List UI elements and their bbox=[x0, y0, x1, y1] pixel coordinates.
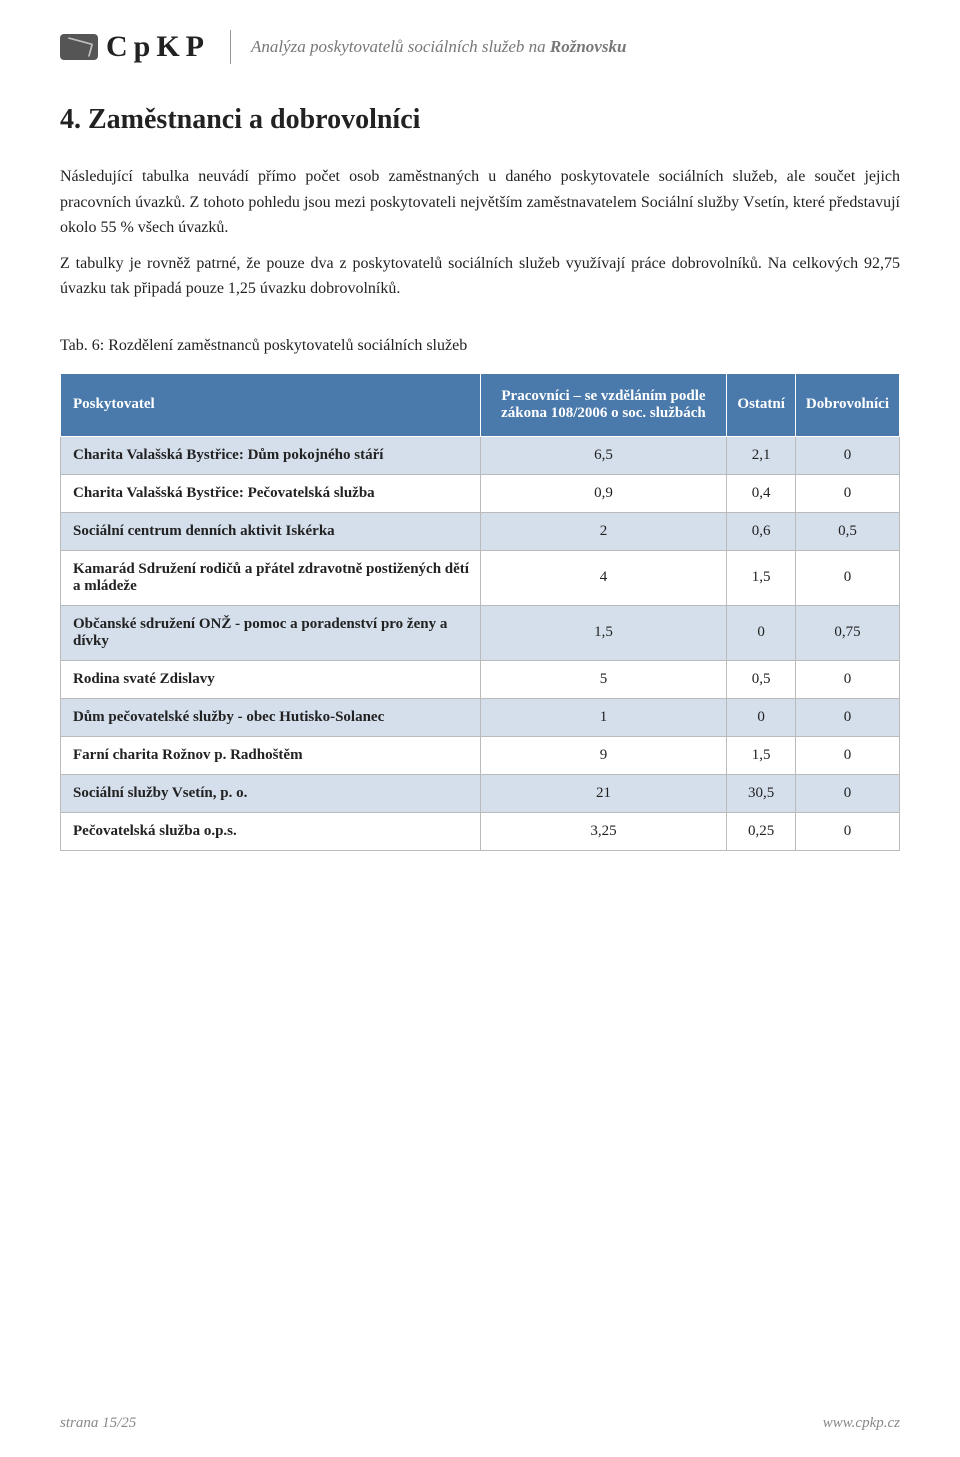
table-cell: 5 bbox=[480, 660, 727, 698]
header-title-bold: Rožnovsku bbox=[550, 37, 627, 56]
table-cell: Dům pečovatelské služby - obec Hutisko-S… bbox=[61, 698, 481, 736]
table-cell: 0 bbox=[795, 698, 899, 736]
logo-icon bbox=[60, 34, 98, 60]
table-cell: 4 bbox=[480, 550, 727, 605]
footer-page: strana 15/25 bbox=[60, 1415, 136, 1432]
table-cell: 0 bbox=[795, 550, 899, 605]
table-row: Pečovatelská služba o.p.s.3,250,250 bbox=[61, 812, 900, 850]
table-row: Charita Valašská Bystřice: Dům pokojného… bbox=[61, 436, 900, 474]
table-cell: 0,5 bbox=[795, 512, 899, 550]
table-cell: Rodina svaté Zdislavy bbox=[61, 660, 481, 698]
table-cell: 0,25 bbox=[727, 812, 796, 850]
header-title-prefix: Analýza poskytovatelů sociálních služeb … bbox=[251, 37, 550, 56]
table-cell: 0,6 bbox=[727, 512, 796, 550]
table-cell: Farní charita Rožnov p. Radhoštěm bbox=[61, 736, 481, 774]
footer-url: www.cpkp.cz bbox=[823, 1415, 900, 1432]
table-cell: 0 bbox=[727, 698, 796, 736]
table-row: Občanské sdružení ONŽ - pomoc a poradens… bbox=[61, 605, 900, 660]
table-caption: Tab. 6: Rozdělení zaměstnanců poskytovat… bbox=[60, 337, 900, 355]
table-cell: 3,25 bbox=[480, 812, 727, 850]
table-body: Charita Valašská Bystřice: Dům pokojného… bbox=[61, 436, 900, 850]
table-cell: Charita Valašská Bystřice: Dům pokojného… bbox=[61, 436, 481, 474]
logo-text: CpKP bbox=[106, 30, 210, 64]
table-cell: 0 bbox=[727, 605, 796, 660]
col-header-provider: Poskytovatel bbox=[61, 373, 481, 436]
table-cell: Sociální služby Vsetín, p. o. bbox=[61, 774, 481, 812]
table-cell: 1,5 bbox=[727, 550, 796, 605]
paragraph-1: Následující tabulka neuvádí přímo počet … bbox=[60, 164, 900, 241]
table-cell: 0,4 bbox=[727, 474, 796, 512]
table-cell: 9 bbox=[480, 736, 727, 774]
page-header: CpKP Analýza poskytovatelů sociálních sl… bbox=[60, 30, 900, 74]
table-row: Sociální centrum denních aktivit Iskérka… bbox=[61, 512, 900, 550]
table-cell: 0 bbox=[795, 736, 899, 774]
col-header-workers: Pracovníci – se vzděláním podle zákona 1… bbox=[480, 373, 727, 436]
table-cell: 1,5 bbox=[480, 605, 727, 660]
section-heading: 4. Zaměstnanci a dobrovolníci bbox=[60, 104, 900, 136]
table-row: Rodina svaté Zdislavy50,50 bbox=[61, 660, 900, 698]
paragraph-2: Z tabulky je rovněž patrné, že pouze dva… bbox=[60, 251, 900, 302]
col-header-others: Ostatní bbox=[727, 373, 796, 436]
employees-table: Poskytovatel Pracovníci – se vzděláním p… bbox=[60, 373, 900, 851]
table-row: Dům pečovatelské služby - obec Hutisko-S… bbox=[61, 698, 900, 736]
table-cell: 30,5 bbox=[727, 774, 796, 812]
col-header-volunteers: Dobrovolníci bbox=[795, 373, 899, 436]
table-cell: 0 bbox=[795, 474, 899, 512]
table-cell: 0 bbox=[795, 660, 899, 698]
table-cell: 2,1 bbox=[727, 436, 796, 474]
table-row: Sociální služby Vsetín, p. o.2130,50 bbox=[61, 774, 900, 812]
table-cell: Sociální centrum denních aktivit Iskérka bbox=[61, 512, 481, 550]
table-cell: Charita Valašská Bystřice: Pečovatelská … bbox=[61, 474, 481, 512]
table-cell: 0 bbox=[795, 812, 899, 850]
table-cell: 0,9 bbox=[480, 474, 727, 512]
logo-block: CpKP bbox=[60, 30, 231, 64]
table-cell: 2 bbox=[480, 512, 727, 550]
table-cell: 1 bbox=[480, 698, 727, 736]
table-cell: 21 bbox=[480, 774, 727, 812]
table-row: Kamarád Sdružení rodičů a přátel zdravot… bbox=[61, 550, 900, 605]
table-cell: 0 bbox=[795, 774, 899, 812]
table-row: Charita Valašská Bystřice: Pečovatelská … bbox=[61, 474, 900, 512]
table-cell: 0 bbox=[795, 436, 899, 474]
header-title: Analýza poskytovatelů sociálních služeb … bbox=[251, 37, 626, 57]
table-cell: 1,5 bbox=[727, 736, 796, 774]
table-cell: Občanské sdružení ONŽ - pomoc a poradens… bbox=[61, 605, 481, 660]
table-row: Farní charita Rožnov p. Radhoštěm91,50 bbox=[61, 736, 900, 774]
table-cell: 0,5 bbox=[727, 660, 796, 698]
table-cell: Kamarád Sdružení rodičů a přátel zdravot… bbox=[61, 550, 481, 605]
table-header: Poskytovatel Pracovníci – se vzděláním p… bbox=[61, 373, 900, 436]
table-cell: Pečovatelská služba o.p.s. bbox=[61, 812, 481, 850]
table-cell: 6,5 bbox=[480, 436, 727, 474]
page-footer: strana 15/25 www.cpkp.cz bbox=[60, 1415, 900, 1432]
table-cell: 0,75 bbox=[795, 605, 899, 660]
